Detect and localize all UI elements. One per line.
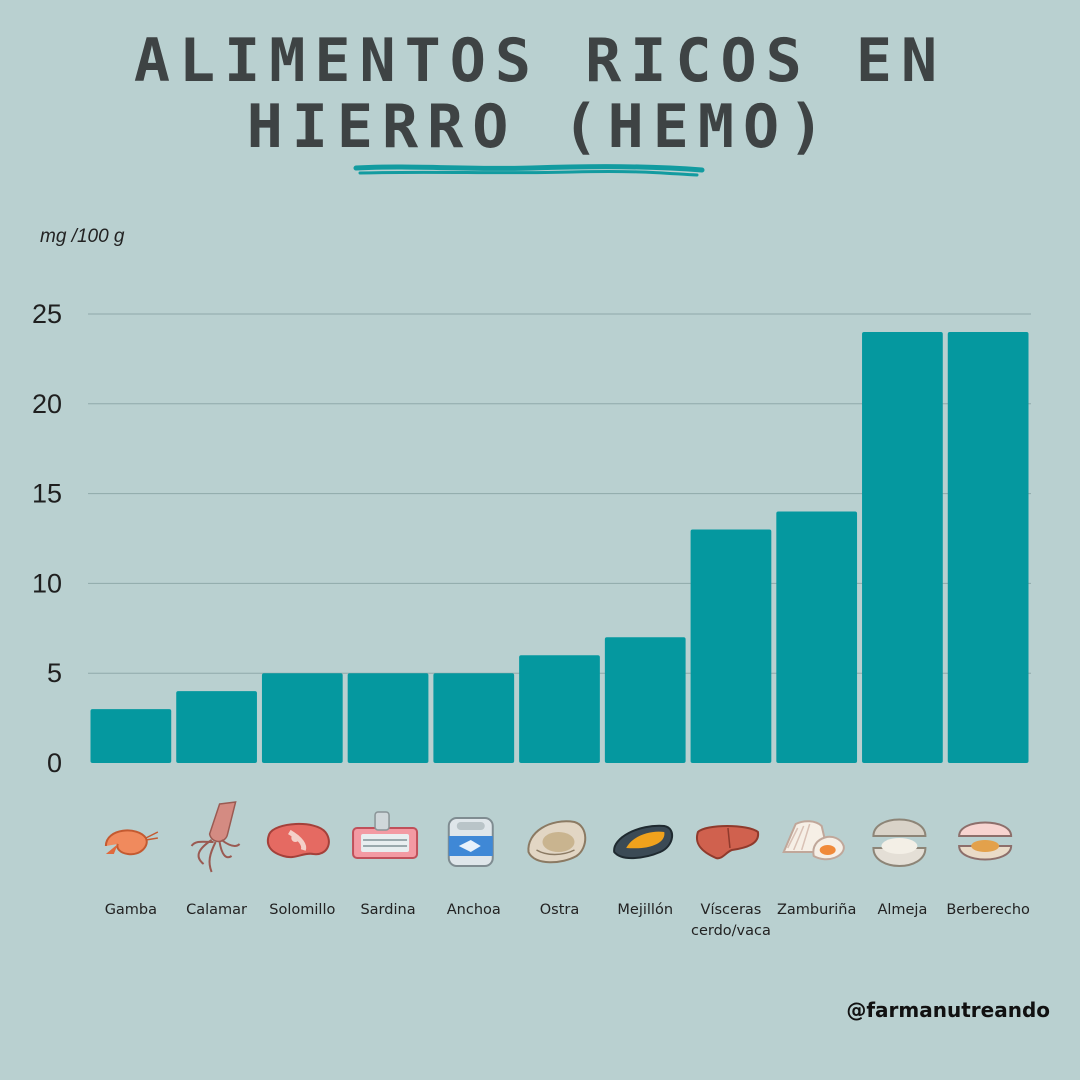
title-underline bbox=[353, 164, 705, 177]
x-tick-label: Anchoa bbox=[446, 902, 501, 918]
bar-6 bbox=[604, 637, 686, 763]
author-handle: @farmanutreando bbox=[846, 998, 1050, 1022]
cockle-icon bbox=[958, 821, 1013, 861]
chart-title: ALIMENTOS RICOS EN HIERRO (HEMO) bbox=[0, 28, 1080, 160]
bar-2 bbox=[261, 673, 343, 763]
clam-icon bbox=[872, 818, 927, 867]
anchovy-can-icon bbox=[447, 817, 494, 867]
x-tick-label: Solomillo bbox=[269, 902, 336, 918]
x-tick-label: Calamar bbox=[186, 902, 248, 918]
mussel-icon bbox=[613, 824, 673, 859]
title-line-2: HIERRO (HEMO) bbox=[246, 92, 834, 162]
bar-chart: 0 5 10 15 20 25 bbox=[32, 299, 1031, 778]
y-tick-label: 25 bbox=[32, 299, 62, 329]
bar-0 bbox=[90, 709, 172, 763]
y-axis-unit-label: mg /100 g bbox=[40, 226, 125, 247]
bar-7 bbox=[690, 529, 772, 763]
x-tick-label: Ostra bbox=[539, 902, 580, 918]
title-line-1: ALIMENTOS RICOS EN bbox=[133, 26, 947, 96]
bar-8 bbox=[776, 511, 858, 763]
x-tick-label: Zamburiña bbox=[776, 902, 857, 918]
y-tick-label: 15 bbox=[32, 479, 62, 509]
squid-icon bbox=[190, 801, 241, 873]
bar-4 bbox=[433, 673, 515, 763]
x-tick-label: Sardina bbox=[360, 902, 416, 918]
x-tick-label: Almeja bbox=[877, 902, 928, 918]
sardine-can-icon bbox=[352, 811, 419, 859]
x-tick-label: Mejillón bbox=[617, 902, 674, 918]
x-tick-label: Berberecho bbox=[946, 902, 1030, 918]
y-tick-label: 20 bbox=[32, 389, 62, 419]
y-tick-label: 10 bbox=[32, 568, 62, 598]
x-tick-label: Gamba bbox=[104, 902, 158, 918]
y-tick-label: 0 bbox=[47, 748, 62, 778]
category-labels: Gamba Calamar Solomillo Sardina Anchoa Ostra M… bbox=[0, 900, 1080, 960]
shrimp-icon bbox=[104, 829, 159, 856]
bar-10 bbox=[947, 331, 1029, 763]
oyster-icon bbox=[527, 820, 587, 864]
scallop-icon bbox=[782, 820, 845, 861]
bar-9 bbox=[862, 331, 943, 763]
steak-icon bbox=[266, 822, 330, 859]
x-tick-label: Vísceras cerdo/vaca bbox=[691, 902, 771, 939]
bar-1 bbox=[176, 691, 257, 763]
y-tick-label: 5 bbox=[47, 658, 62, 688]
liver-icon bbox=[696, 825, 759, 860]
bar-3 bbox=[347, 673, 429, 763]
bar-5 bbox=[519, 655, 600, 763]
food-icons-row bbox=[104, 801, 1013, 873]
